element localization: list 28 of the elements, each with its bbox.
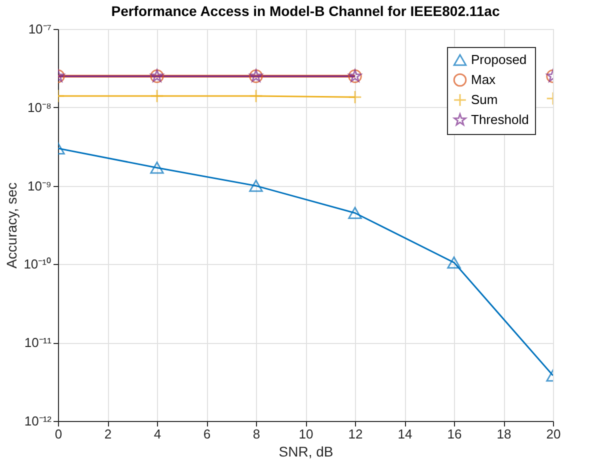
x-tick-label: 12	[348, 426, 363, 442]
point	[348, 90, 362, 104]
x-tick-label: 6	[203, 426, 211, 442]
x-tick-label: 8	[252, 426, 260, 442]
x-tick-label: 0	[54, 426, 62, 442]
x-tick-label: 18	[496, 426, 512, 442]
x-tick-label: 16	[447, 426, 462, 442]
x-tick-label: 2	[104, 426, 112, 442]
legend-label: Threshold	[471, 112, 529, 127]
y-tick-label: 10⁻⁷	[28, 22, 52, 36]
point	[249, 89, 263, 103]
y-tick-label: 10⁻¹⁰	[24, 256, 52, 272]
y-tick-label: 10⁻⁸	[28, 100, 52, 115]
x-tick-label: 14	[398, 426, 412, 442]
x-tick-label: 20	[546, 426, 561, 442]
point	[348, 206, 362, 220]
legend-label: Proposed	[471, 52, 527, 67]
x-tick-label: 4	[154, 426, 162, 442]
y-tick-label: 10⁻¹¹	[24, 335, 52, 350]
y-tick-label: 10⁻⁹	[27, 178, 52, 194]
y-tick-label: 10⁻¹²	[24, 414, 52, 428]
point	[249, 180, 263, 192]
legend-label: Sum	[471, 92, 498, 107]
y-axis-title: Accuracy, sec	[4, 182, 20, 269]
chart-title: Performance Access in Model-B Channel for IEEE802.11ac	[111, 3, 500, 19]
x-axis-title: SNR, dB	[278, 444, 334, 460]
legend-label: Max	[471, 72, 496, 87]
x-tick-label: 10	[298, 426, 314, 442]
